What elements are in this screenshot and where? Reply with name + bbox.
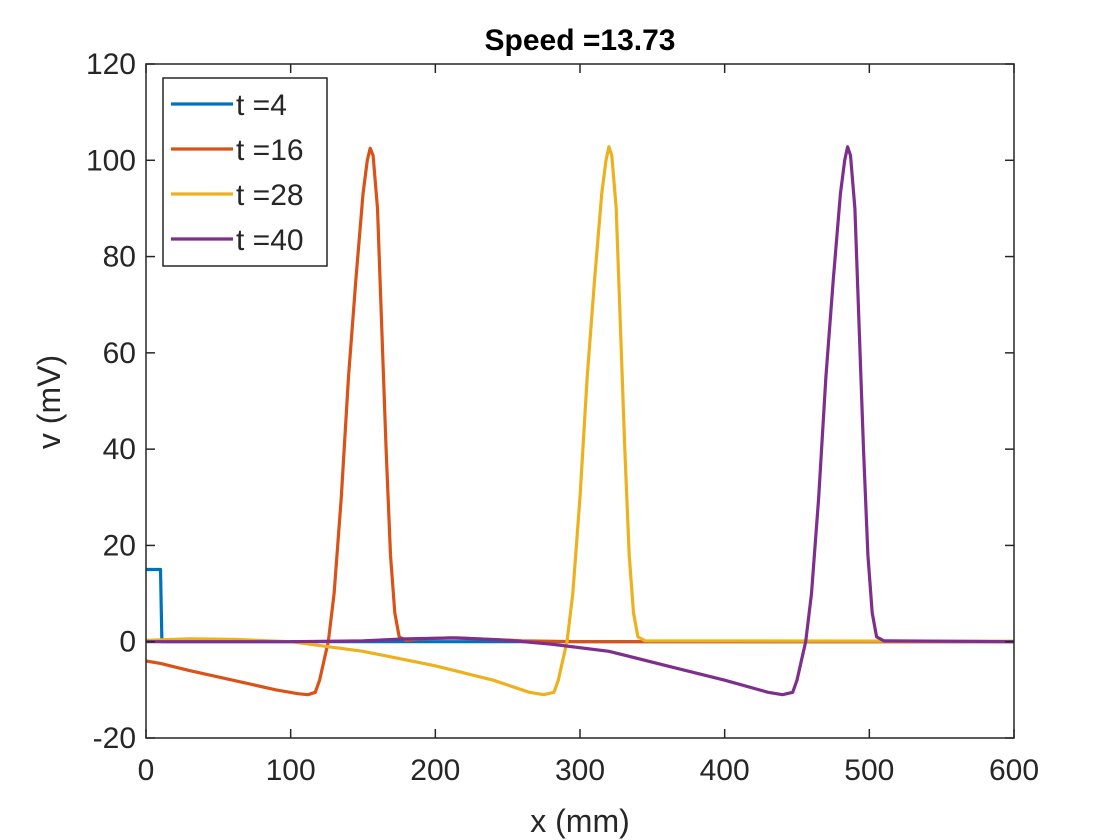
chart-title: Speed =13.73 — [485, 24, 676, 57]
x-axis: 0 100 200 300 400 500 600 — [138, 64, 1039, 787]
legend: t =4 t =16 t =28 t =40 — [162, 77, 328, 267]
y-tick-label: -20 — [93, 722, 136, 755]
legend-label: t =40 — [236, 224, 304, 257]
x-axis-label: x (mm) — [530, 803, 630, 839]
legend-box — [162, 77, 328, 267]
plot-series — [146, 145, 1014, 697]
y-tick-label: 120 — [86, 48, 136, 81]
x-tick-label: 600 — [989, 754, 1039, 787]
y-tick-label: 80 — [103, 241, 136, 274]
y-axis-label: v (mV) — [31, 355, 67, 449]
y-tick-label: 60 — [103, 337, 136, 370]
series-line-1 — [146, 567, 1014, 644]
y-axis: -20 0 20 40 60 80 100 120 — [86, 48, 1014, 755]
x-tick-label: 500 — [844, 754, 894, 787]
y-tick-label: 100 — [86, 144, 136, 177]
x-tick-label: 100 — [266, 754, 316, 787]
x-tick-label: 200 — [410, 754, 460, 787]
legend-label: t =16 — [236, 134, 304, 167]
y-tick-label: 40 — [103, 433, 136, 466]
series-line-4 — [146, 145, 1014, 697]
x-tick-label: 400 — [700, 754, 750, 787]
y-tick-label: 0 — [119, 626, 136, 659]
x-tick-label: 300 — [555, 754, 605, 787]
y-tick-label: 20 — [103, 529, 136, 562]
series-line-3 — [146, 145, 1014, 697]
legend-label: t =4 — [236, 89, 287, 122]
legend-label: t =28 — [236, 179, 304, 212]
x-tick-label: 0 — [138, 754, 155, 787]
